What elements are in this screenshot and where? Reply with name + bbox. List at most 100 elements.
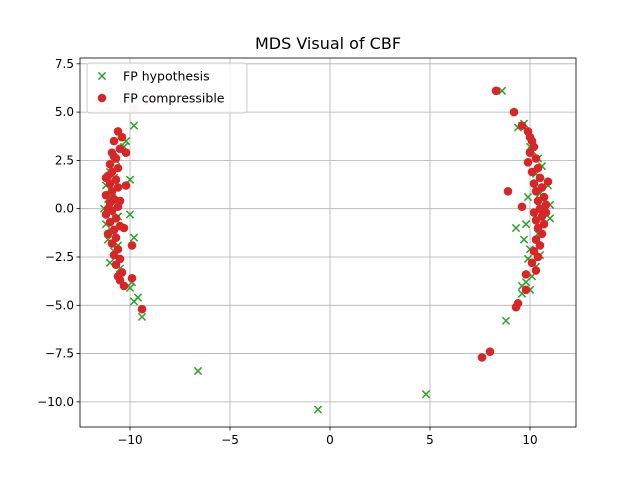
y-tick-label: 2.5 (55, 153, 74, 167)
data-point-x (501, 316, 511, 325)
x-marker-stroke (125, 283, 135, 293)
data-point-circle (117, 132, 127, 142)
data-point-circle (521, 270, 531, 279)
x-tick-label: 10 (522, 433, 537, 447)
legend-marker (97, 71, 107, 81)
x-marker-stroke (105, 258, 115, 267)
x-marker-stroke (421, 390, 431, 399)
data-point-circle (103, 204, 113, 213)
x-marker-stroke (313, 405, 323, 414)
data-point-circle (543, 177, 553, 186)
data-point-circle (531, 215, 541, 225)
grid (80, 58, 576, 427)
data-point-circle (113, 272, 123, 281)
x-tick-label: 0 (326, 433, 334, 447)
data-point-x (129, 121, 139, 130)
data-point-circle (101, 190, 111, 200)
data-point-x (133, 293, 143, 302)
data-point-circle (101, 173, 111, 183)
y-tick-label: 5.0 (55, 105, 74, 119)
data-point-circle (531, 154, 541, 163)
legend-marker (97, 93, 107, 103)
x-marker-stroke (511, 223, 521, 233)
x-marker-stroke (121, 136, 131, 146)
x-tick-label: −5 (221, 433, 239, 447)
x-marker-stroke (97, 71, 107, 81)
data-point-circle (485, 347, 495, 356)
data-point-circle (111, 260, 121, 270)
data-point-circle (109, 136, 119, 146)
x-marker-stroke (129, 121, 139, 130)
data-point-circle (533, 196, 543, 206)
x-marker-stroke (115, 264, 125, 273)
x-tick-label: −10 (117, 433, 142, 447)
data-point-x (125, 210, 135, 219)
legend: FP hypothesis FP compressible (86, 62, 248, 114)
y-tick-label: −2.5 (45, 250, 74, 264)
x-marker-stroke (525, 245, 535, 254)
data-point-x (129, 233, 139, 242)
data-point-circle (503, 187, 513, 196)
series-compressible (101, 86, 553, 362)
data-point-circle (529, 179, 539, 188)
data-point-circle (477, 353, 487, 362)
data-point-circle (105, 217, 115, 227)
data-point-circle (521, 285, 531, 295)
plot-series (99, 86, 555, 414)
data-point-circle (535, 173, 545, 183)
x-marker-stroke (497, 86, 507, 95)
data-point-circle (525, 148, 535, 157)
data-point-circle (511, 302, 521, 312)
data-point-circle (491, 86, 501, 96)
data-point-circle (531, 266, 541, 275)
data-point-circle (517, 121, 527, 130)
data-point-circle (137, 304, 147, 314)
data-point-x (521, 220, 531, 229)
x-marker-stroke (133, 293, 143, 302)
x-tick-label: 5 (426, 433, 434, 447)
x-marker-stroke (523, 254, 533, 264)
data-point-circle (527, 167, 537, 177)
data-point-circle (535, 241, 545, 250)
x-marker-stroke (501, 316, 511, 325)
x-marker-stroke (523, 192, 533, 202)
data-point-circle (121, 148, 131, 157)
legend-label: FP hypothesis (123, 69, 210, 84)
data-point-circle (105, 159, 115, 169)
axis-ticks: −10 −5 0 5 10 −10.0 −7.5 −5.0 −2.5 0.0 2.5 5.0 7.5 (37, 57, 537, 447)
data-point-circle (109, 152, 119, 161)
data-point-x (519, 235, 529, 244)
x-marker-stroke (137, 312, 147, 322)
x-marker-stroke (545, 214, 555, 223)
data-point-circle (119, 281, 129, 291)
data-point-x (511, 223, 521, 233)
data-point-x (137, 312, 147, 322)
y-tick-label: −10.0 (37, 395, 74, 409)
y-tick-label: 0.0 (55, 202, 74, 216)
x-marker-stroke (517, 281, 527, 291)
data-point-circle (541, 208, 551, 217)
plot-frame (79, 57, 577, 428)
y-tick-label: 7.5 (55, 57, 74, 71)
data-point-circle (537, 229, 547, 239)
data-point-circle (509, 107, 519, 117)
data-point-circle (121, 181, 131, 190)
data-point-x (313, 405, 323, 414)
data-point-circle (107, 239, 117, 248)
data-point-x (523, 192, 533, 202)
data-point-circle (127, 241, 137, 250)
data-point-x (193, 366, 203, 376)
legend-box (86, 62, 248, 114)
chart-title: MDS Visual of CBF (255, 34, 401, 53)
x-marker-stroke (193, 366, 203, 376)
data-point-circle (103, 229, 113, 239)
data-point-circle (127, 273, 137, 283)
legend-label: FP compressible (123, 91, 225, 106)
data-point-circle (527, 136, 537, 146)
x-marker-stroke (103, 194, 113, 204)
y-tick-label: −5.0 (45, 298, 74, 312)
x-marker-stroke (521, 220, 531, 229)
data-point-circle (533, 252, 543, 262)
